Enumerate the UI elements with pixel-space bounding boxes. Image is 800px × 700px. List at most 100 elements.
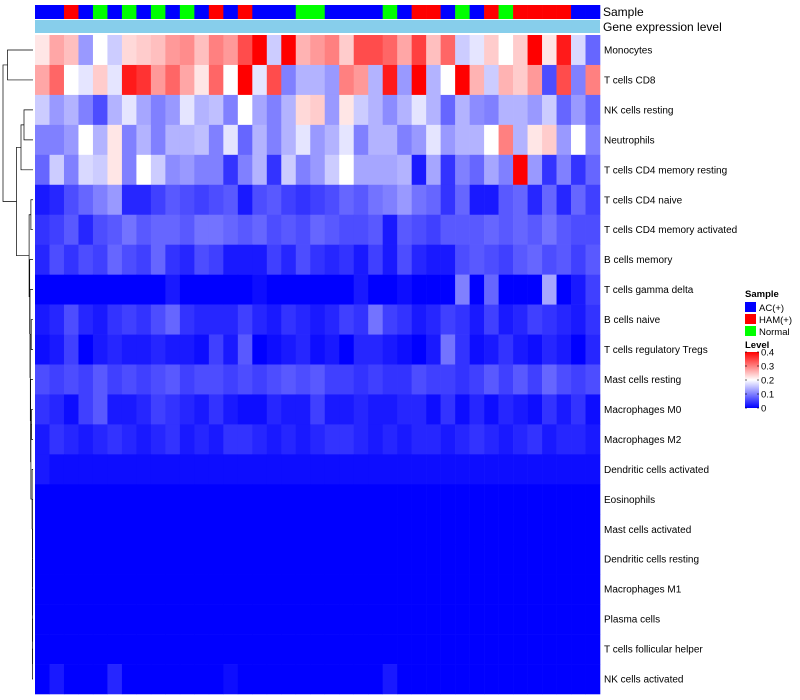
heatmap-cell xyxy=(121,64,137,96)
heatmap-cell xyxy=(266,544,282,575)
heatmap-cell xyxy=(252,664,268,695)
heatmap-cell xyxy=(150,35,166,66)
heatmap-cell xyxy=(266,334,282,365)
sample-annotation-cell xyxy=(208,5,224,19)
heatmap-cell xyxy=(513,634,528,665)
heatmap-cell xyxy=(237,94,253,126)
heatmap-cell xyxy=(92,154,108,186)
heatmap-cell xyxy=(35,214,50,245)
heatmap-cell xyxy=(295,514,311,545)
heatmap-cell xyxy=(165,424,181,455)
legend: Sample AC(+)HAM(+)Normal Level 0.4 0.3 0.2… xyxy=(745,289,792,415)
heatmap-cell xyxy=(484,94,499,126)
heatmap-cell xyxy=(136,274,152,305)
heatmap-cell xyxy=(542,304,557,335)
heatmap-cell xyxy=(194,574,210,605)
sample-annotation-cell xyxy=(150,5,166,19)
heatmap-cell xyxy=(556,214,572,245)
heatmap-cell xyxy=(440,484,456,515)
heatmap-cell xyxy=(237,664,253,695)
heatmap-cell xyxy=(353,304,369,335)
heatmap-cell xyxy=(440,184,456,216)
heatmap-cell xyxy=(165,274,181,305)
heatmap-cell xyxy=(556,184,572,216)
gene-expression-annotation-label: Gene expression level xyxy=(603,20,722,34)
heatmap-cell xyxy=(63,124,79,156)
heatmap-cell xyxy=(556,364,572,395)
heatmap-cell xyxy=(35,124,50,156)
heatmap-cell xyxy=(223,664,239,695)
heatmap-cell xyxy=(498,484,514,515)
level-tick-label: 0.3 xyxy=(761,362,774,373)
heatmap-cell xyxy=(455,94,470,126)
heatmap-cell xyxy=(252,394,268,425)
heatmap-cell xyxy=(35,94,50,126)
sample-annotation-cell xyxy=(368,5,383,19)
heatmap-cell xyxy=(513,274,528,305)
heatmap-cell xyxy=(35,574,50,605)
heatmap-cell xyxy=(295,424,311,455)
heatmap-cell xyxy=(49,244,65,275)
heatmap-cell xyxy=(498,364,514,395)
heatmap-cell xyxy=(542,35,557,66)
heatmap-cell xyxy=(426,484,441,515)
heatmap-cell xyxy=(484,574,499,605)
heatmap-cell xyxy=(513,574,528,605)
heatmap-cell xyxy=(78,274,94,305)
heatmap-cell xyxy=(484,124,499,156)
heatmap-cell xyxy=(194,394,210,425)
row-labels: Monocytes T cells CD8 NK cells resting Neut… xyxy=(604,45,737,685)
heatmap-cell xyxy=(150,184,166,216)
heatmap-cell xyxy=(295,364,311,395)
heatmap-cell xyxy=(78,94,94,126)
level-legend-title: Level xyxy=(745,340,769,351)
heatmap-cell xyxy=(411,634,427,665)
heatmap-cell xyxy=(179,184,195,216)
heatmap-cell xyxy=(194,424,210,455)
heatmap-cell xyxy=(223,64,239,96)
sample-annotation-cell xyxy=(426,5,441,19)
gene-expression-annotation-cell xyxy=(35,20,600,33)
heatmap-cell xyxy=(223,394,239,425)
sample-annotation-cell xyxy=(542,5,557,19)
heatmap-cell xyxy=(339,454,355,485)
heatmap-cell xyxy=(63,334,79,365)
heatmap-cell xyxy=(382,334,398,365)
heatmap-cell xyxy=(585,334,601,365)
heatmap-cell xyxy=(136,304,152,335)
heatmap-cell xyxy=(310,424,326,455)
heatmap-cell xyxy=(208,484,224,515)
heatmap-cell xyxy=(136,394,152,425)
heatmap-cell xyxy=(35,64,50,96)
heatmap-cell xyxy=(208,35,224,66)
heatmap-cell xyxy=(585,424,601,455)
heatmap-cell xyxy=(469,664,485,695)
heatmap-cell xyxy=(63,424,79,455)
heatmap-cell xyxy=(107,124,123,156)
heatmap-cell xyxy=(513,544,528,575)
heatmap-cell xyxy=(498,304,514,335)
heatmap-cell xyxy=(49,484,65,515)
heatmap-cell xyxy=(469,274,485,305)
heatmap-cell xyxy=(121,574,137,605)
heatmap-cell xyxy=(440,364,456,395)
heatmap-cell xyxy=(498,664,514,695)
sample-annotation-cell xyxy=(527,5,543,19)
heatmap-cell xyxy=(49,424,65,455)
heatmap-cell xyxy=(397,514,412,545)
heatmap-cell xyxy=(266,154,282,186)
heatmap-cell xyxy=(78,334,94,365)
heatmap-cell xyxy=(484,424,499,455)
heatmap-cell xyxy=(324,424,340,455)
heatmap-cell xyxy=(266,214,282,245)
heatmap-cell xyxy=(150,334,166,365)
heatmap-cell xyxy=(78,664,94,695)
row-label: Monocytes xyxy=(604,45,652,56)
heatmap-cell xyxy=(556,454,572,485)
sample-annotation-cell xyxy=(397,5,412,19)
heatmap-cell xyxy=(150,664,166,695)
heatmap-cell xyxy=(194,94,210,126)
sample-annotation-cell xyxy=(411,5,427,19)
heatmap-cell xyxy=(208,244,224,275)
level-color-bar xyxy=(745,352,759,408)
